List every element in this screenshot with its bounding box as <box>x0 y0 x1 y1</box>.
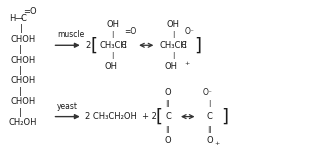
Text: ]: ] <box>221 108 228 126</box>
Text: ||: || <box>207 126 212 134</box>
Text: OH: OH <box>167 20 179 29</box>
Text: CH₃CH: CH₃CH <box>160 41 187 50</box>
Text: |: | <box>112 31 114 38</box>
Text: |: | <box>172 31 174 38</box>
Text: CHOH: CHOH <box>10 76 35 85</box>
Text: O: O <box>165 136 171 145</box>
Text: |: | <box>208 100 211 107</box>
Text: O: O <box>206 136 213 145</box>
Text: C: C <box>20 14 26 23</box>
Text: —: — <box>15 14 23 23</box>
Text: 2 CH₃CH₂OH  + 2: 2 CH₃CH₂OH + 2 <box>85 112 157 121</box>
Text: C: C <box>181 41 186 50</box>
Text: =O: =O <box>24 7 37 16</box>
Text: 2: 2 <box>85 41 90 50</box>
Text: |: | <box>19 66 22 75</box>
Text: C: C <box>121 41 126 50</box>
Text: |: | <box>112 52 114 59</box>
Text: O⁻: O⁻ <box>185 27 195 36</box>
Text: |: | <box>172 52 174 59</box>
Text: OH: OH <box>104 62 117 71</box>
Text: CHOH: CHOH <box>10 35 35 44</box>
Text: O⁻: O⁻ <box>203 88 212 97</box>
Text: [: [ <box>90 36 97 54</box>
Text: |: | <box>20 24 23 33</box>
Text: CH₃CH: CH₃CH <box>99 41 127 50</box>
Text: |: | <box>19 45 22 54</box>
Text: |: | <box>19 87 22 96</box>
Text: yeast: yeast <box>57 102 78 111</box>
Text: ||: || <box>166 126 170 134</box>
Text: OH: OH <box>106 20 119 29</box>
Text: C: C <box>207 112 212 121</box>
Text: O: O <box>165 88 171 97</box>
Text: +: + <box>185 61 190 66</box>
Text: =O: =O <box>124 27 136 36</box>
Text: H: H <box>9 14 15 23</box>
Text: |: | <box>19 108 22 117</box>
Text: OH: OH <box>165 62 177 71</box>
Text: C: C <box>165 112 171 121</box>
Text: ]: ] <box>194 36 201 54</box>
Text: CHOH: CHOH <box>10 56 35 65</box>
Text: +: + <box>214 141 219 146</box>
Text: muscle: muscle <box>57 30 84 39</box>
Text: CHOH: CHOH <box>10 97 35 106</box>
Text: ||: || <box>166 100 170 107</box>
Text: CH₂OH: CH₂OH <box>8 118 37 127</box>
Text: [: [ <box>155 108 162 126</box>
